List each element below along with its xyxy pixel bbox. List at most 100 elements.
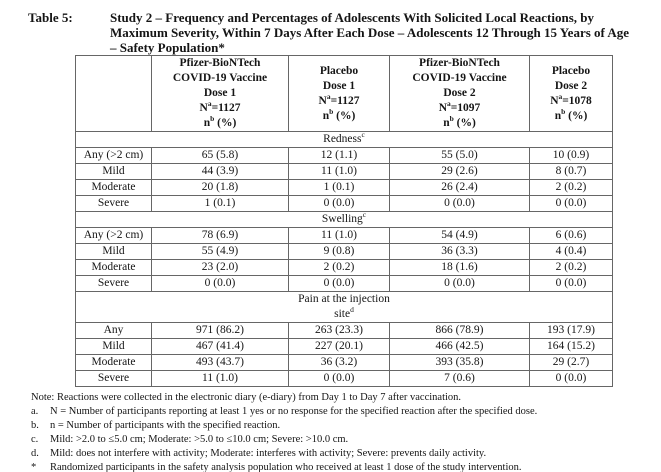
value-cell: 971 (86.2) [151, 322, 289, 339]
row-label: Moderate [75, 354, 152, 371]
column-header-bnt-dose1-column: Pfizer-BioNTech COVID-19 Vaccine Dose 1 Na=… [151, 55, 289, 132]
value-cell: 11 (1.0) [151, 370, 289, 387]
table-row: Moderate 493 (43.7) 36 (3.2) 393 (35.8) 29 (… [75, 354, 613, 371]
table-number: Table 5: [28, 10, 73, 25]
row-label: Any (>2 cm) [75, 227, 152, 244]
value-cell: 0 (0.0) [288, 370, 390, 387]
row-label: Severe [75, 195, 152, 212]
value-cell: 6 (0.6) [529, 227, 613, 244]
value-cell: 164 (15.2) [529, 338, 613, 355]
value-cell: 493 (43.7) [151, 354, 289, 371]
value-cell: 466 (42.5) [389, 338, 530, 355]
column-header-placebo-dose1-column: Placebo Dose 1 Na=1127 nb (%) [288, 55, 390, 132]
solicited-local-reactions-table: Pfizer-BioNTech COVID-19 Vaccine Dose 1 Na=… [75, 55, 613, 387]
row-label: Any (>2 cm) [75, 147, 152, 164]
column-header-placebo-dose2-column: Placebo Dose 2 Na=1078 nb (%) [529, 55, 613, 132]
value-cell: 18 (1.6) [389, 259, 530, 276]
footnote-text: N = Number of participants reporting at … [50, 405, 538, 417]
value-cell: 20 (1.8) [151, 179, 289, 196]
value-cell: 65 (5.8) [151, 147, 289, 164]
table-row: Any (>2 cm) 65 (5.8) 12 (1.1) 55 (5.0) 10 (0… [75, 147, 613, 164]
value-cell: 4 (0.4) [529, 243, 613, 260]
table-row: Any (>2 cm) 78 (6.9) 11 (1.0) 54 (4.9) 6 (0.… [75, 227, 613, 244]
value-cell: 10 (0.9) [529, 147, 613, 164]
value-cell: 8 (0.7) [529, 163, 613, 180]
footnote-text: Randomized participants in the safety an… [50, 461, 522, 472]
caption-line-2: Maximum Severity, Within 7 Days After Ea… [110, 25, 630, 40]
section-row: Pain at the injection sited [75, 291, 613, 323]
value-cell: 1 (0.1) [151, 195, 289, 212]
row-label: Moderate [75, 179, 152, 196]
footnote-text: Note: Reactions were collected in the el… [31, 392, 462, 403]
table-row: Severe 0 (0.0) 0 (0.0) 0 (0.0) 0 (0.0) [75, 275, 613, 292]
value-cell: 0 (0.0) [529, 195, 613, 212]
table-row: Any 971 (86.2) 263 (23.3) 866 (78.9) 193 (17… [75, 322, 613, 339]
empty-corner-cell [75, 55, 152, 132]
footnote-text: Mild: does not interfere with activity; … [50, 447, 487, 459]
value-cell: 55 (4.9) [151, 243, 289, 260]
footnote-marker: c. [31, 433, 39, 445]
row-label: Mild [75, 163, 152, 180]
table-caption: Study 2 – Frequency and Percentages of A… [110, 10, 646, 55]
table-title: Table 5: Study 2 – Frequency and Percent… [28, 10, 646, 55]
section-row: Rednessc [75, 131, 613, 148]
value-cell: 0 (0.0) [389, 195, 530, 212]
value-cell: 29 (2.6) [389, 163, 530, 180]
footnote-marker: * [31, 461, 37, 472]
value-cell: 26 (2.4) [389, 179, 530, 196]
table-row: Severe 1 (0.1) 0 (0.0) 0 (0.0) 0 (0.0) [75, 195, 613, 212]
value-cell: 55 (5.0) [389, 147, 530, 164]
section-label: Rednessc [75, 131, 613, 148]
value-cell: 12 (1.1) [288, 147, 390, 164]
value-cell: 54 (4.9) [389, 227, 530, 244]
value-cell: 0 (0.0) [288, 275, 390, 292]
column-header-bnt-dose2-column: Pfizer-BioNTech COVID-19 Vaccine Dose 2 Na=… [389, 55, 530, 132]
value-cell: 0 (0.0) [151, 275, 289, 292]
section-row: Swellingc [75, 211, 613, 228]
footnote-marker: a. [31, 405, 39, 417]
value-cell: 263 (23.3) [288, 322, 390, 339]
table-row: Mild 44 (3.9) 11 (1.0) 29 (2.6) 8 (0.7) [75, 163, 613, 180]
footnote-line: * Randomized participants in the safety a… [31, 461, 646, 472]
value-cell: 866 (78.9) [389, 322, 530, 339]
footnote-text: n = Number of participants with the spec… [50, 419, 281, 431]
header-row: Pfizer-BioNTech COVID-19 Vaccine Dose 1 Na=… [75, 55, 613, 132]
row-label: Severe [75, 370, 152, 387]
value-cell: 0 (0.0) [529, 275, 613, 292]
row-label: Mild [75, 243, 152, 260]
value-cell: 0 (0.0) [389, 275, 530, 292]
value-cell: 467 (41.4) [151, 338, 289, 355]
value-cell: 2 (0.2) [529, 259, 613, 276]
value-cell: 44 (3.9) [151, 163, 289, 180]
value-cell: 11 (1.0) [288, 227, 390, 244]
section-label: Swellingc [75, 211, 613, 228]
section-label: Pain at the injection sited [75, 291, 613, 323]
footnote-line: c. Mild: >2.0 to ≤5.0 cm; Moderate: >5.0 … [31, 433, 646, 447]
footnote-text: Mild: >2.0 to ≤5.0 cm; Moderate: >5.0 to… [50, 433, 349, 445]
value-cell: 193 (17.9) [529, 322, 613, 339]
table-row: Mild 467 (41.4) 227 (20.1) 466 (42.5) 164 (1… [75, 338, 613, 355]
row-label: Mild [75, 338, 152, 355]
footnote-line: b. n = Number of participants with the sp… [31, 419, 646, 433]
value-cell: 1 (0.1) [288, 179, 390, 196]
footnote-line: a. N = Number of participants reporting a… [31, 405, 646, 419]
value-cell: 36 (3.3) [389, 243, 530, 260]
value-cell: 393 (35.8) [389, 354, 530, 371]
table-row: Severe 11 (1.0) 0 (0.0) 7 (0.6) 0 (0.0) [75, 370, 613, 387]
footnotes: Note: Reactions were collected in the el… [31, 391, 646, 472]
table-row: Moderate 20 (1.8) 1 (0.1) 26 (2.4) 2 (0.2) [75, 179, 613, 196]
row-label: Moderate [75, 259, 152, 276]
caption-line-3: – Safety Population* [110, 40, 225, 55]
value-cell: 0 (0.0) [288, 195, 390, 212]
value-cell: 23 (2.0) [151, 259, 289, 276]
value-cell: 36 (3.2) [288, 354, 390, 371]
table-row: Mild 55 (4.9) 9 (0.8) 36 (3.3) 4 (0.4) [75, 243, 613, 260]
value-cell: 9 (0.8) [288, 243, 390, 260]
caption-line-1: Study 2 – Frequency and Percentages of A… [110, 10, 595, 25]
value-cell: 7 (0.6) [389, 370, 530, 387]
row-label: Severe [75, 275, 152, 292]
value-cell: 0 (0.0) [529, 370, 613, 387]
value-cell: 2 (0.2) [529, 179, 613, 196]
footnote-marker: b. [31, 419, 39, 431]
